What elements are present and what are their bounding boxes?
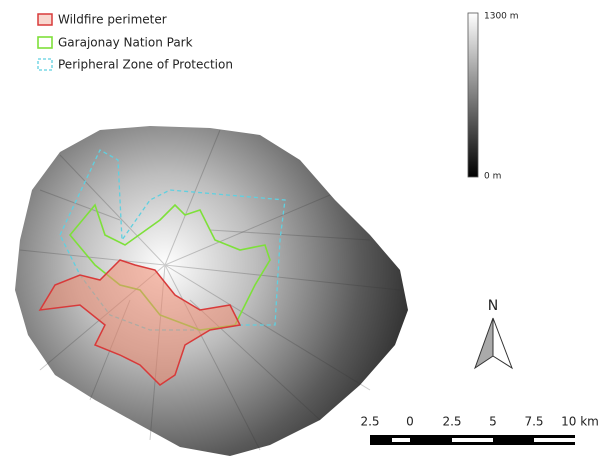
elevation-min: 0 m (484, 172, 501, 182)
legend-swatch (38, 37, 52, 48)
elevation-scale: 1300 m 0 m (468, 12, 519, 182)
legend-label: Peripheral Zone of Protection (58, 58, 233, 72)
north-arrow: N (475, 298, 512, 368)
elevation-max: 1300 m (484, 12, 519, 22)
legend-label: Wildfire perimeter (58, 13, 167, 27)
legend-label: Garajonay Nation Park (58, 36, 193, 50)
scale-label: 2.5 (360, 415, 379, 429)
elevation-bar (468, 13, 478, 177)
legend-swatch (38, 14, 52, 25)
scale-label: 0 (406, 415, 414, 429)
scale-bar: 2.5 0 2.5 5 7.5 10 km (360, 415, 598, 446)
scale-label: 5 (489, 415, 497, 429)
legend-swatch (38, 59, 52, 70)
scale-label: 2.5 (442, 415, 461, 429)
legend: Wildfire perimeter Garajonay Nation Park… (38, 13, 233, 72)
map: Wildfire perimeter Garajonay Nation Park… (0, 0, 601, 461)
scale-label: 10 km (561, 415, 599, 429)
north-label: N (488, 298, 498, 314)
scale-label: 7.5 (524, 415, 543, 429)
